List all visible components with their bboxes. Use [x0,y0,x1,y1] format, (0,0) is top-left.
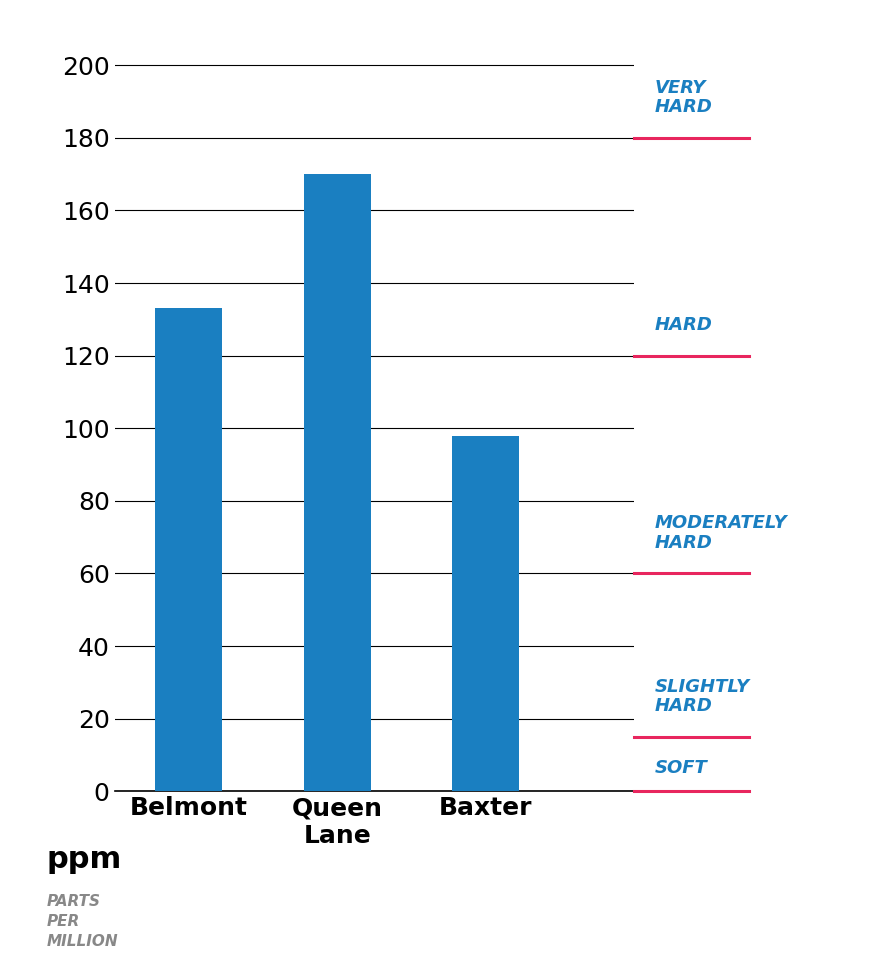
Bar [155,309,222,791]
Bar [304,174,371,791]
Text: SOFT: SOFT [655,758,707,777]
Text: MODERATELY
HARD: MODERATELY HARD [655,514,788,552]
Text: ppm: ppm [47,844,122,873]
Text: PARTS
PER
MILLION: PARTS PER MILLION [47,895,119,949]
Text: VERY
HARD: VERY HARD [655,79,713,116]
Bar [452,435,519,791]
Text: SLIGHTLY
HARD: SLIGHTLY HARD [655,677,751,715]
Text: HARD: HARD [655,316,713,334]
